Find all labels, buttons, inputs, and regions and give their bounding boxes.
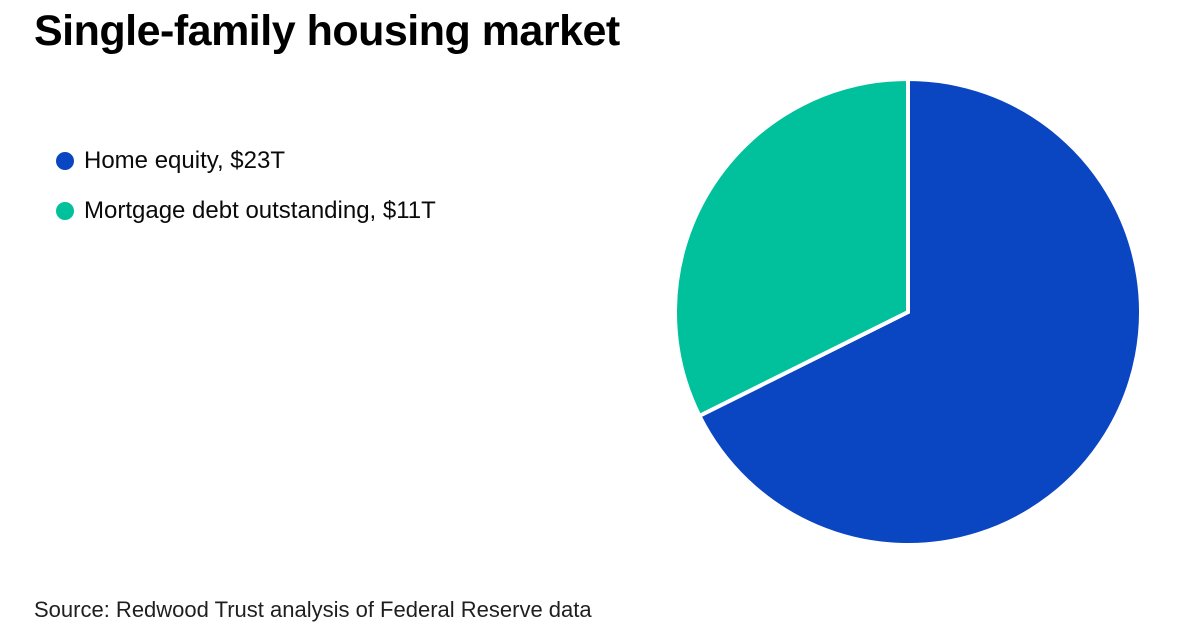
pie-slice-home-equity	[696, 76, 1143, 547]
source-note: Source: Redwood Trust analysis of Federa…	[34, 597, 592, 622]
pie-chart	[673, 76, 1143, 547]
pie-slice-mortgage-debt-outstanding	[673, 76, 910, 419]
legend-label-mortgage-debt: Mortgage debt outstanding, $11T	[84, 196, 436, 224]
legend: Home equity, $23T Mortgage debt outstand…	[56, 147, 436, 247]
legend-dot-mortgage-debt-icon	[56, 201, 74, 220]
chart-title: Single-family housing market	[34, 7, 620, 55]
legend-dot-home-equity-icon	[56, 151, 74, 170]
legend-item-home-equity: Home equity, $23T	[56, 147, 436, 174]
legend-item-mortgage-debt: Mortgage debt outstanding, $11T	[56, 197, 436, 224]
legend-label-home-equity: Home equity, $23T	[84, 146, 285, 174]
